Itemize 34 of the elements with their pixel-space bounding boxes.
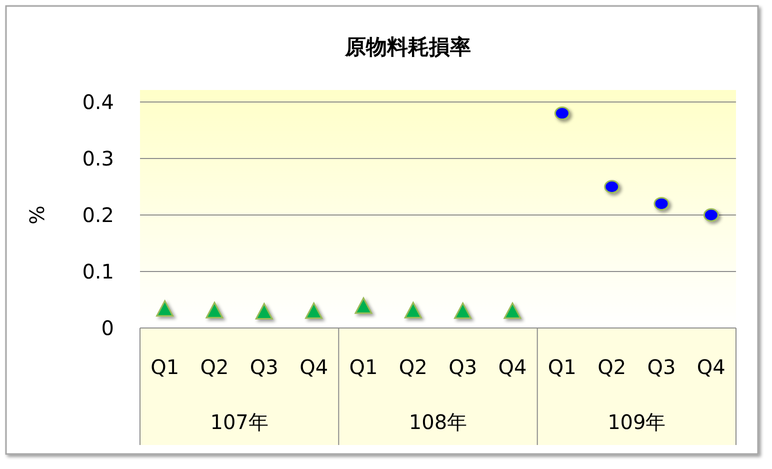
point [206, 302, 224, 318]
x-tick-label: Q3 [448, 355, 478, 379]
point [404, 302, 422, 318]
point [604, 180, 620, 194]
point [255, 302, 273, 320]
x-tick-label: Q4 [300, 355, 328, 379]
x-tick-label: Q1 [548, 355, 576, 379]
x-tick-label: Q4 [696, 355, 726, 379]
x-tick-label: Q2 [200, 355, 229, 379]
y-tick-label: 0.3 [82, 146, 114, 170]
point [354, 297, 372, 314]
x-tick-label: Q3 [647, 355, 676, 379]
x-tick-label: Q3 [250, 355, 278, 379]
point [703, 208, 719, 222]
x-tick-label: Q1 [349, 355, 378, 379]
x-tick-label: Q1 [150, 355, 180, 379]
y-tick-label: 0.2 [82, 203, 114, 227]
point [305, 302, 323, 319]
point [654, 196, 670, 210]
point [454, 302, 472, 319]
point [504, 302, 522, 319]
x-tick-label: Q2 [598, 355, 626, 379]
y-tick-label: 0 [101, 316, 114, 340]
x-tick-label: Q4 [498, 355, 527, 379]
point [554, 106, 570, 120]
y-tick-label: 0.4 [82, 90, 114, 114]
point [156, 300, 174, 317]
text: 107年 [210, 410, 268, 434]
text: 108年 [408, 410, 468, 434]
text: 109年 [608, 410, 666, 434]
y-axis-title: % [25, 205, 49, 225]
chart-title: 原物料耗損率 [344, 35, 471, 59]
x-tick-label: Q2 [398, 355, 428, 379]
y-tick-label: 0.1 [82, 260, 114, 284]
